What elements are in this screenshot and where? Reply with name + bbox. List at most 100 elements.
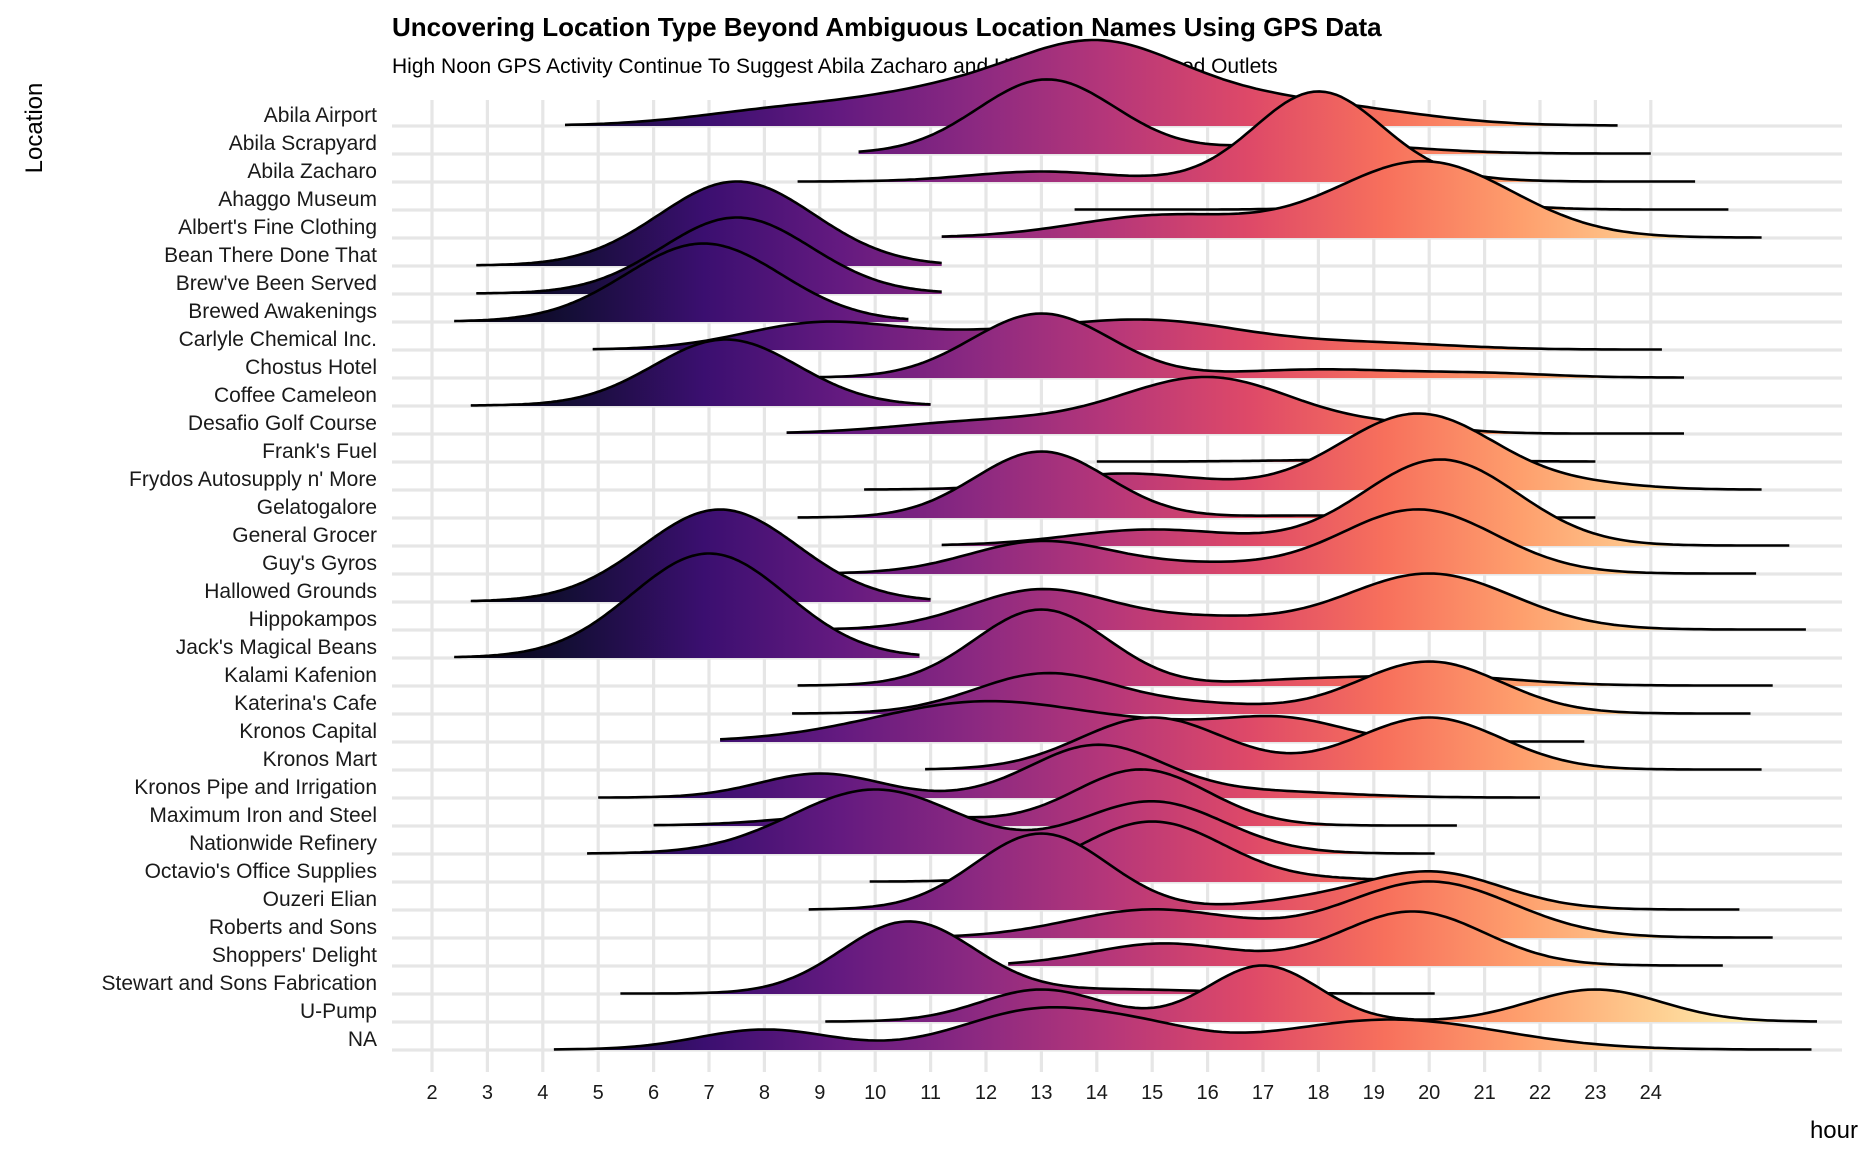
- ridge-line: [808, 832, 1740, 911]
- x-tick-label: 5: [593, 1082, 604, 1104]
- ridge-fill: [797, 91, 1696, 182]
- y-tick-label: Albert's Fine Clothing: [178, 216, 377, 239]
- ridge-line: [553, 1006, 1812, 1051]
- ridge-fill: [808, 833, 1740, 910]
- ridge-line: [941, 159, 1762, 239]
- x-tick-label: 4: [537, 1082, 548, 1104]
- y-tick-label: Maximum Iron and Steel: [149, 804, 377, 827]
- chart-title: Uncovering Location Type Beyond Ambiguou…: [392, 12, 1382, 42]
- y-tick-label: Brewed Awakenings: [188, 300, 377, 323]
- ridge-line: [819, 312, 1684, 379]
- y-tick-label: Brew've Been Served: [176, 272, 377, 295]
- x-tick-label: 8: [759, 1082, 770, 1104]
- x-tick-label: 21: [1473, 1082, 1495, 1104]
- ridge-line: [786, 375, 1684, 435]
- ridge-line: [814, 572, 1806, 631]
- ridge-fill: [869, 821, 1435, 882]
- y-tick-label: Abila Scrapyard: [229, 132, 377, 155]
- x-tick-label: 19: [1363, 1082, 1385, 1104]
- ridge-line: [797, 90, 1696, 183]
- x-tick-label: 18: [1307, 1082, 1329, 1104]
- y-tick-label: Bean There Done That: [164, 244, 377, 267]
- x-tick-label: 14: [1086, 1082, 1108, 1104]
- ridge-fill: [925, 881, 1773, 938]
- ridge-line: [476, 180, 942, 267]
- y-tick-label: Octavio's Office Supplies: [145, 860, 377, 883]
- ridge-line: [592, 318, 1662, 351]
- ridge-line: [941, 458, 1790, 547]
- y-tick-label: Desafio Golf Course: [188, 412, 377, 435]
- y-tick-label: Shoppers' Delight: [212, 944, 377, 967]
- y-tick-label: Carlyle Chemical Inc.: [179, 328, 377, 351]
- y-tick-label: Gelatogalore: [257, 496, 377, 519]
- ridge-line: [825, 508, 1757, 575]
- x-tick-label: 2: [426, 1082, 437, 1104]
- ridge-fill: [620, 921, 1435, 994]
- y-tick-label: Guy's Gyros: [262, 552, 377, 575]
- ridge-line: [1008, 910, 1723, 967]
- ridge-line: [925, 716, 1762, 771]
- y-tick-label: Kronos Capital: [239, 720, 377, 743]
- ridge-line: [792, 660, 1751, 715]
- x-tick-label: 12: [975, 1082, 997, 1104]
- x-tick-label: 17: [1252, 1082, 1274, 1104]
- x-tick-label: 22: [1529, 1082, 1551, 1104]
- ridge-fill: [825, 509, 1757, 574]
- ridge-line: [587, 788, 1435, 855]
- x-tick-label: 20: [1418, 1082, 1440, 1104]
- y-tick-label: Kronos Pipe and Irrigation: [134, 776, 377, 799]
- ridge-fill: [1008, 911, 1723, 966]
- ridge-line: [925, 880, 1773, 939]
- y-tick-label: Kronos Mart: [263, 748, 378, 771]
- y-tick-label: NA: [348, 1028, 377, 1051]
- x-tick-label: 11: [920, 1082, 941, 1104]
- y-tick-labels: Abila Airport Abila Scrapyard Abila Zachar…: [102, 104, 378, 1051]
- x-tick-label: 23: [1584, 1082, 1606, 1104]
- y-tick-label: U-Pump: [300, 1000, 377, 1023]
- y-tick-label: Jack's Magical Beans: [176, 636, 377, 659]
- x-axis-title: hour: [1810, 1117, 1858, 1144]
- x-tick-label: 3: [482, 1082, 493, 1104]
- x-tick-label: 16: [1196, 1082, 1218, 1104]
- ridge-fill: [470, 339, 931, 406]
- y-tick-label: Kalami Kafenion: [224, 664, 377, 687]
- y-tick-label: Katerina's Cafe: [234, 692, 377, 715]
- ridge-fill: [587, 789, 1435, 854]
- ridge-fill: [454, 553, 920, 658]
- y-tick-label: Hallowed Grounds: [204, 580, 377, 603]
- ridge-line: [797, 608, 1773, 687]
- ridge-line: [470, 508, 931, 603]
- ridge-line: [470, 338, 931, 407]
- ridge-line: [564, 38, 1618, 127]
- x-tick-label: 15: [1141, 1082, 1163, 1104]
- x-tick-label: 10: [864, 1082, 886, 1104]
- ridge-fill: [454, 243, 909, 322]
- y-tick-label: Abila Airport: [264, 104, 377, 127]
- x-tick-label: 6: [648, 1082, 659, 1104]
- x-tick-label: 13: [1030, 1082, 1052, 1104]
- y-tick-label: Chostus Hotel: [245, 356, 377, 379]
- x-tick-label: 9: [814, 1082, 825, 1104]
- ridge-fill: [598, 744, 1540, 798]
- ridge-line: [454, 552, 920, 659]
- ridge-fill: [797, 451, 1596, 518]
- ridge-fill: [941, 459, 1790, 546]
- y-tick-label: Ahaggo Museum: [218, 188, 377, 211]
- ridge-line: [454, 242, 909, 323]
- ridge-fill: [786, 377, 1684, 434]
- ridge-line: [598, 743, 1540, 799]
- y-tick-label: Nationwide Refinery: [189, 832, 377, 855]
- y-tick-label: General Grocer: [232, 524, 377, 547]
- x-tick-labels: 2 3 4 5 6 7 8 9 10 11 12 13 14 15 16 17 18 19 20 21 22 23 24: [426, 1082, 1661, 1104]
- ridge-fill: [864, 413, 1762, 490]
- y-tick-label: Frank's Fuel: [262, 440, 377, 463]
- y-tick-label: Frydos Autosupply n' More: [129, 468, 377, 491]
- y-tick-label: Ouzeri Elian: [263, 888, 377, 911]
- ridge-fill: [653, 769, 1457, 826]
- ridges: [454, 38, 1817, 1051]
- ridge-fill: [565, 40, 1618, 126]
- ridge-fill: [553, 1007, 1812, 1050]
- x-tick-label: 7: [703, 1082, 714, 1104]
- ridge-line: [476, 216, 942, 295]
